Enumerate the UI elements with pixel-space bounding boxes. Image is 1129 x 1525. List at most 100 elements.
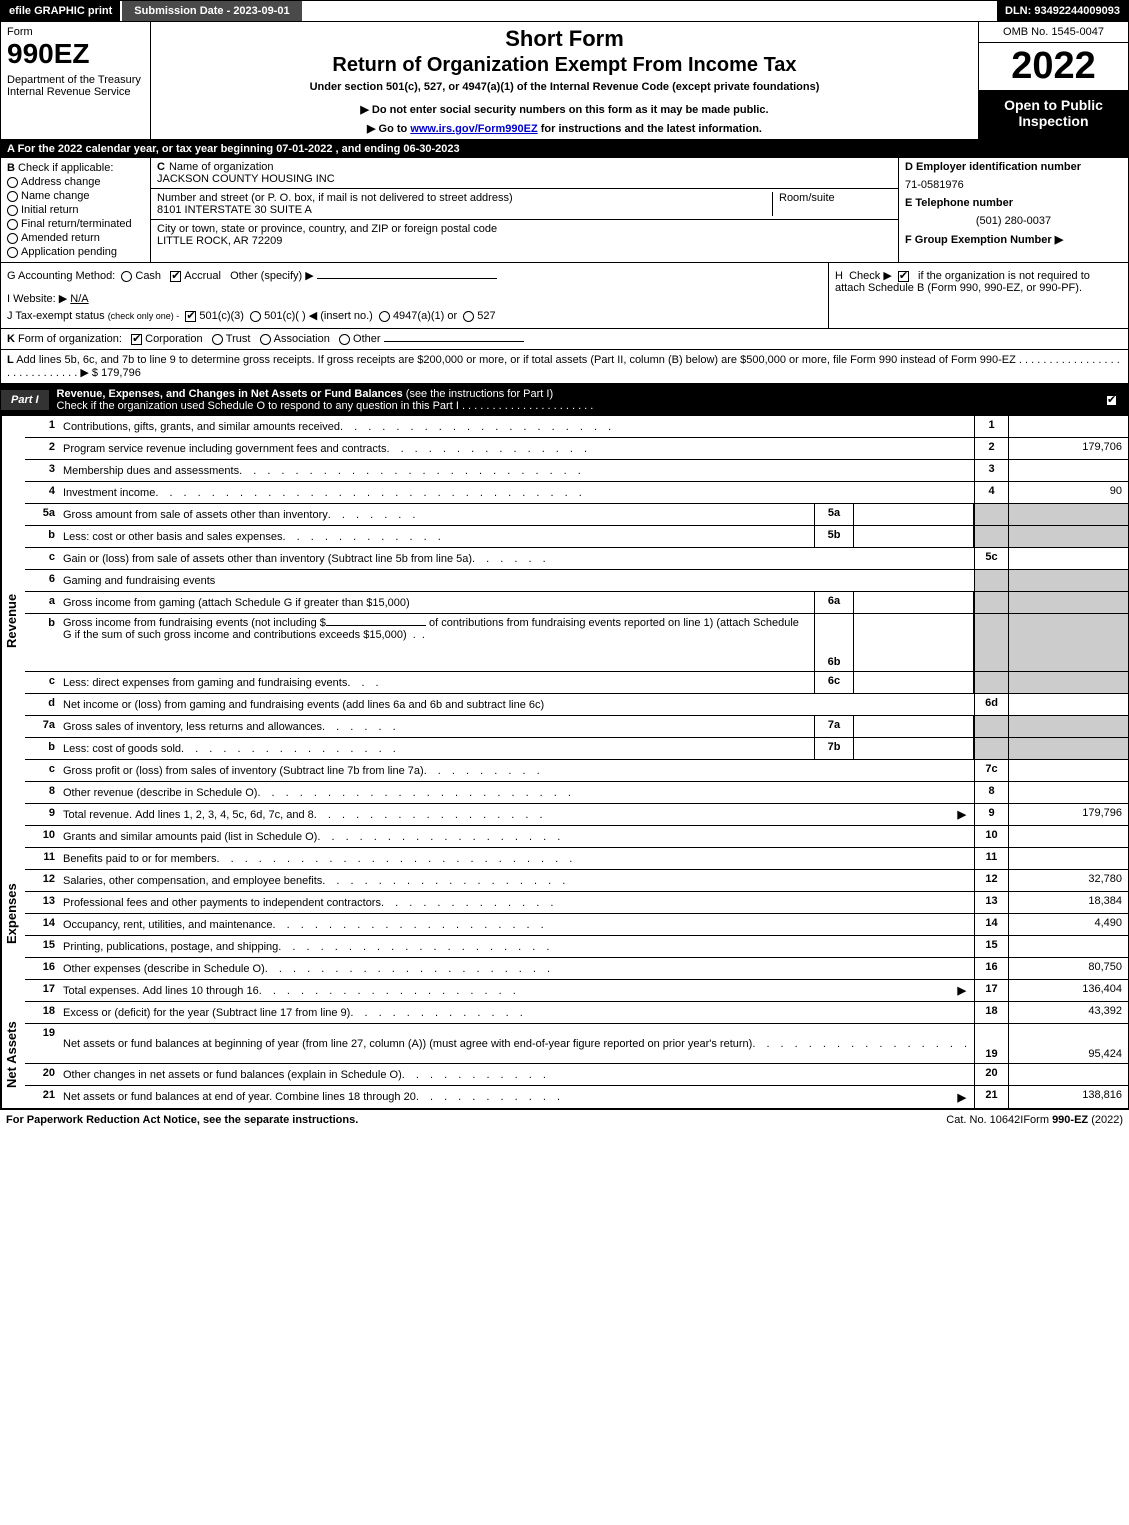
final-return-checkbox[interactable] (7, 219, 18, 230)
expenses-section: Expenses 10 Grants and similar amounts p… (0, 826, 1129, 1002)
assoc-radio[interactable] (260, 334, 271, 345)
d-ein-label: D Employer identification number (899, 158, 1128, 176)
line-7a: 7a Gross sales of inventory, less return… (25, 716, 1128, 738)
org-address: 8101 INTERSTATE 30 SUITE A (157, 204, 312, 216)
c-name-label: Name of organization (169, 161, 274, 173)
part-1-header: Part I Revenue, Expenses, and Changes in… (0, 384, 1129, 416)
dln-label: DLN: 93492244009093 (997, 1, 1128, 21)
efile-label[interactable]: efile GRAPHIC print (1, 1, 120, 21)
assoc-label: Association (274, 333, 330, 345)
part-1-checkbox[interactable] (1106, 395, 1117, 406)
final-return-label: Final return/terminated (21, 218, 132, 230)
other-radio[interactable] (339, 334, 350, 345)
j-sub: (check only one) - (108, 311, 180, 321)
goto-pre: ▶ Go to (367, 123, 410, 135)
revenue-section: Revenue 1 Contributions, gifts, grants, … (0, 416, 1129, 826)
trust-label: Trust (226, 333, 251, 345)
line-1: 1 Contributions, gifts, grants, and simi… (25, 416, 1128, 438)
line-7c: c Gross profit or (loss) from sales of i… (25, 760, 1128, 782)
ein-value: 71-0581976 (899, 176, 1128, 194)
line-6c: c Less: direct expenses from gaming and … (25, 672, 1128, 694)
page-footer: For Paperwork Reduction Act Notice, see … (0, 1109, 1129, 1130)
h-label: H (835, 270, 843, 282)
line-6a: a Gross income from gaming (attach Sched… (25, 592, 1128, 614)
name-change-checkbox[interactable] (7, 191, 18, 202)
527-radio[interactable] (463, 311, 474, 322)
initial-return-label: Initial return (21, 204, 78, 216)
cash-radio[interactable] (121, 271, 132, 282)
initial-return-checkbox[interactable] (7, 205, 18, 216)
revenue-side-label: Revenue (1, 416, 25, 826)
goto-line: ▶ Go to www.irs.gov/Form990EZ for instru… (157, 122, 972, 135)
line-5b: b Less: cost or other basis and sales ex… (25, 526, 1128, 548)
accrual-checkbox[interactable] (170, 271, 181, 282)
line-10: 10 Grants and similar amounts paid (list… (25, 826, 1128, 848)
address-change-checkbox[interactable] (7, 177, 18, 188)
entity-block: B Check if applicable: Address change Na… (0, 158, 1129, 263)
line-6b: b Gross income from fundraising events (… (25, 614, 1128, 672)
line-18: 18 Excess or (deficit) for the year (Sub… (25, 1002, 1128, 1024)
l-label: L (7, 354, 14, 366)
form-word: Form (7, 26, 144, 38)
part-1-label: Part I (1, 390, 49, 410)
501c3-label: 501(c)(3) (199, 310, 244, 322)
501c-label: 501(c)( ) ◀ (insert no.) (264, 310, 373, 322)
goto-link[interactable]: www.irs.gov/Form990EZ (410, 123, 537, 135)
website-value: N/A (70, 293, 88, 305)
return-title: Return of Organization Exempt From Incom… (157, 54, 972, 77)
b-check-if: Check if applicable: (18, 162, 113, 174)
h-check: Check ▶ (849, 270, 892, 282)
527-label: 527 (477, 310, 495, 322)
header-left: Form 990EZ Department of the Treasury In… (1, 22, 151, 139)
section-c: CName of organization JACKSON COUNTY HOU… (151, 158, 898, 262)
line-5c: c Gain or (loss) from sale of assets oth… (25, 548, 1128, 570)
header-center: Short Form Return of Organization Exempt… (151, 22, 978, 139)
amended-return-label: Amended return (21, 232, 100, 244)
section-b: B Check if applicable: Address change Na… (1, 158, 151, 262)
short-form-title: Short Form (157, 26, 972, 52)
application-pending-checkbox[interactable] (7, 247, 18, 258)
501c-radio[interactable] (250, 311, 261, 322)
g-label: G (7, 270, 16, 282)
part-1-dots: . . . . . . . . . . . . . . . . . . . . … (462, 400, 593, 412)
part-1-sub: (see the instructions for Part I) (406, 388, 553, 400)
trust-radio[interactable] (212, 334, 223, 345)
4947-radio[interactable] (379, 311, 390, 322)
g-section: G Accounting Method: Cash Accrual Other … (1, 263, 828, 328)
line-20: 20 Other changes in net assets or fund b… (25, 1064, 1128, 1086)
top-bar: efile GRAPHIC print Submission Date - 20… (0, 0, 1129, 22)
net-assets-section: Net Assets 18 Excess or (deficit) for th… (0, 1002, 1129, 1109)
omb-number: OMB No. 1545-0047 (979, 22, 1128, 43)
line-12: 12 Salaries, other compensation, and emp… (25, 870, 1128, 892)
h-text2: if the organization is (918, 270, 1016, 282)
l-text: Add lines 5b, 6c, and 7b to line 9 to de… (16, 354, 1016, 366)
line-13: 13 Professional fees and other payments … (25, 892, 1128, 914)
h-checkbox[interactable] (898, 271, 909, 282)
org-city: LITTLE ROCK, AR 72209 (157, 235, 282, 247)
line-8: 8 Other revenue (describe in Schedule O)… (25, 782, 1128, 804)
other-label: Other (353, 333, 381, 345)
line-4: 4 Investment income. . . . . . . . . . .… (25, 482, 1128, 504)
line-9: 9 Total revenue. Add lines 1, 2, 3, 4, 5… (25, 804, 1128, 826)
tax-year: 2022 (979, 43, 1128, 91)
amended-return-checkbox[interactable] (7, 233, 18, 244)
under-section: Under section 501(c), 527, or 4947(a)(1)… (157, 81, 972, 93)
line-16: 16 Other expenses (describe in Schedule … (25, 958, 1128, 980)
i-website-label: I Website: ▶ (7, 293, 67, 305)
part-1-check: Check if the organization used Schedule … (57, 400, 459, 412)
part-1-title: Revenue, Expenses, and Changes in Net As… (49, 384, 1098, 416)
g-accounting: Accounting Method: (18, 270, 115, 282)
cat-no: Cat. No. 10642I (946, 1114, 1023, 1126)
k-text: Form of organization: (18, 333, 122, 345)
name-change-label: Name change (21, 190, 90, 202)
k-row: K Form of organization: Corporation Trus… (0, 329, 1129, 350)
address-change-label: Address change (21, 176, 101, 188)
line-11: 11 Benefits paid to or for members. . . … (25, 848, 1128, 870)
room-suite: Room/suite (772, 192, 892, 216)
k-label: K (7, 333, 15, 345)
city-label: City or town, state or province, country… (157, 223, 497, 235)
corp-checkbox[interactable] (131, 334, 142, 345)
form-header: Form 990EZ Department of the Treasury In… (0, 22, 1129, 140)
gh-row: G Accounting Method: Cash Accrual Other … (0, 263, 1129, 329)
501c3-checkbox[interactable] (185, 311, 196, 322)
